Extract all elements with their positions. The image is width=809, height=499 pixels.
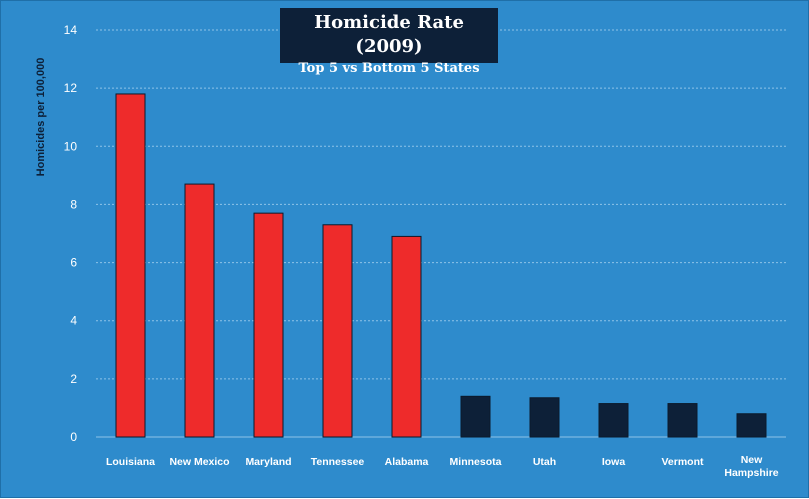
x-tick-labels: Louisiana New Mexico Maryland Tennessee Alab… bbox=[106, 454, 779, 479]
x-tick-label: Tennessee bbox=[311, 456, 365, 468]
y-tick-label: 6 bbox=[70, 256, 77, 270]
chart-title-box: Homicide Rate (2009) Top 5 vs Bottom 5 S… bbox=[280, 8, 498, 76]
x-tick-label: New Hampshire bbox=[724, 454, 778, 479]
y-tick-label: 10 bbox=[64, 139, 78, 153]
bar-new-hampshire bbox=[736, 413, 767, 438]
chart-subtitle: Top 5 vs Bottom 5 States bbox=[298, 61, 480, 76]
bar-maryland bbox=[253, 212, 284, 438]
y-tick-label: 2 bbox=[70, 372, 77, 386]
y-tick-label: 4 bbox=[70, 314, 77, 328]
bar-alabama bbox=[391, 235, 422, 438]
y-tick-label: 0 bbox=[70, 430, 77, 444]
y-tick-label: 12 bbox=[64, 81, 78, 95]
bar-vermont bbox=[667, 403, 698, 438]
x-tick-label: Maryland bbox=[245, 456, 291, 468]
y-tick-label: 14 bbox=[64, 23, 78, 37]
x-tick-label: Utah bbox=[533, 456, 556, 468]
bars bbox=[115, 93, 767, 438]
bar-louisiana bbox=[115, 93, 146, 438]
chart-title: Homicide Rate (2009) bbox=[314, 12, 464, 57]
bar-new-mexico bbox=[184, 183, 215, 438]
x-tick-label: Iowa bbox=[602, 456, 625, 468]
x-tick-label: Alabama bbox=[385, 456, 429, 468]
bar-minnesota bbox=[460, 395, 491, 438]
x-tick-label: New Mexico bbox=[169, 456, 229, 468]
bar-utah bbox=[529, 397, 560, 438]
x-tick-label: Vermont bbox=[661, 456, 704, 468]
y-tick-labels: 0 2 4 6 8 10 12 14 bbox=[64, 23, 78, 444]
bar-tennessee bbox=[322, 224, 353, 438]
bar-iowa bbox=[598, 403, 629, 438]
x-tick-label: Louisiana bbox=[106, 456, 155, 468]
y-axis-title: Homicides per 100,000 bbox=[35, 57, 47, 177]
y-tick-label: 8 bbox=[70, 197, 77, 211]
x-tick-label: Minnesota bbox=[450, 456, 502, 468]
